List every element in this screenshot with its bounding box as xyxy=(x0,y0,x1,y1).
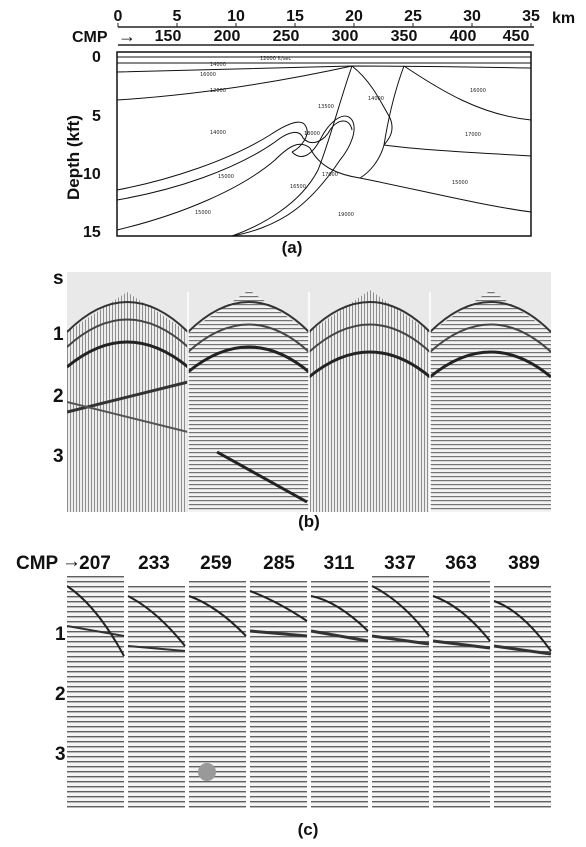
vel-label-12: 15000 xyxy=(452,180,468,186)
seismic-section-b xyxy=(67,272,551,512)
caption-a: (a) xyxy=(281,238,303,257)
cmp-c-233: 233 xyxy=(138,553,170,574)
vel-label-11: 17000 xyxy=(322,172,338,178)
caption-c: (c) xyxy=(297,820,319,839)
km-tick-5: 5 xyxy=(172,8,182,25)
depth-tick-0: 0 xyxy=(92,49,101,66)
cmp-label-a: CMP xyxy=(72,29,108,46)
vel-label-1: 14000 xyxy=(210,62,226,68)
vel-label-2: 16000 xyxy=(200,72,216,78)
km-unit: km xyxy=(552,10,576,27)
vel-label-9: 15000 xyxy=(218,174,234,180)
gather-337 xyxy=(371,576,430,808)
vel-label-15: 18000 xyxy=(304,131,320,137)
velocity-model: 12000 ft/sec 14000 16000 12000 13500 140… xyxy=(116,23,534,237)
cmp-c-207: 207 xyxy=(79,553,111,574)
gather-363 xyxy=(432,581,491,808)
time-label-b-1: 1 xyxy=(53,324,64,345)
gather-259 xyxy=(188,581,247,808)
vel-label-7: 14000 xyxy=(210,130,226,136)
caption-b: (b) xyxy=(298,512,320,531)
vel-label-10: 16500 xyxy=(290,184,306,190)
vel-label-8: 17000 xyxy=(465,132,481,138)
time-label-c-2: 2 xyxy=(55,684,66,705)
km-tick-20: 20 xyxy=(345,8,363,25)
cmp-tick-300: 300 xyxy=(331,28,359,45)
time-label-b-s: s xyxy=(53,268,64,289)
cmp-tick-450: 450 xyxy=(502,28,530,45)
subpanel-b-1 xyxy=(67,292,189,512)
gather-311 xyxy=(310,581,369,808)
cmp-c-389: 389 xyxy=(508,553,540,574)
vel-label-3: 12000 xyxy=(210,88,226,94)
cmp-label-c: CMP xyxy=(16,553,59,574)
time-label-c-3: 3 xyxy=(55,744,66,765)
cmp-c-337: 337 xyxy=(384,553,416,574)
gather-233 xyxy=(127,586,186,808)
gather-389 xyxy=(493,586,552,808)
time-label-b-3: 3 xyxy=(53,446,64,467)
cmp-tick-200: 200 xyxy=(213,28,241,45)
cmp-c-285: 285 xyxy=(263,553,295,574)
subpanel-b-4 xyxy=(429,290,551,512)
depth-tick-10: 10 xyxy=(83,166,101,183)
cmp-arrow-a: → xyxy=(118,26,136,46)
cmp-c-311: 311 xyxy=(323,553,355,574)
subpanel-b-2 xyxy=(187,290,310,512)
vel-label-14: 15000 xyxy=(195,210,211,216)
depth-tick-5: 5 xyxy=(92,108,101,125)
vel-label-0: 12000 ft/sec xyxy=(260,56,291,62)
vel-label-4: 13500 xyxy=(318,104,334,110)
km-tick-25: 25 xyxy=(404,8,422,25)
cmp-tick-250: 250 xyxy=(272,28,300,45)
cmp-gathers-c xyxy=(67,576,555,808)
cmp-tick-400: 400 xyxy=(449,28,477,45)
cmp-tick-150: 150 xyxy=(154,28,182,45)
km-tick-10: 10 xyxy=(227,8,245,25)
vel-label-5: 14000 xyxy=(368,96,384,102)
cmp-arrow-c: → xyxy=(62,551,81,572)
km-tick-0: 0 xyxy=(113,8,123,25)
gather-207 xyxy=(67,576,125,808)
cmp-c-259: 259 xyxy=(200,553,232,574)
time-label-b-2: 2 xyxy=(53,386,64,407)
cmp-tick-350: 350 xyxy=(390,28,418,45)
time-label-c-1: 1 xyxy=(55,624,66,645)
cmp-c-363: 363 xyxy=(445,553,477,574)
vel-label-13: 19000 xyxy=(338,212,354,218)
depth-tick-15: 15 xyxy=(83,224,101,241)
km-tick-35: 35 xyxy=(522,8,540,25)
gather-285 xyxy=(249,581,308,808)
subpanel-b-3 xyxy=(308,290,431,512)
km-tick-30: 30 xyxy=(463,8,481,25)
km-tick-15: 15 xyxy=(286,8,304,25)
vel-label-6: 16000 xyxy=(470,88,486,94)
